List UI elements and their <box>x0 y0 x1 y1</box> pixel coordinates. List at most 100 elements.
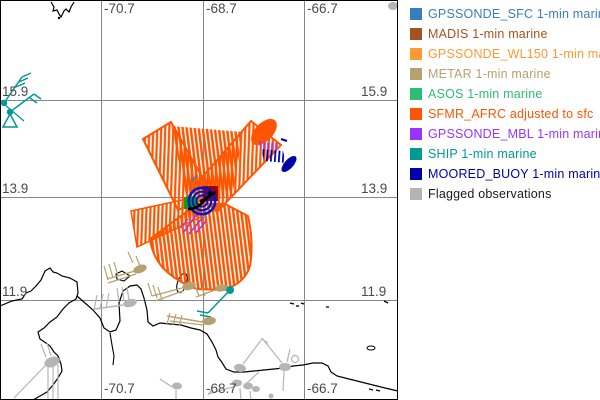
ship-triangle-marker <box>1 112 19 128</box>
lat-label-right: 11.9 <box>361 284 386 299</box>
flagged-barb <box>239 387 242 400</box>
hurricane-symbol-ring <box>191 190 213 212</box>
ship-barb <box>29 97 38 104</box>
metar-station-marker <box>202 316 216 326</box>
legend-swatch <box>410 168 422 180</box>
metar-station-marker <box>182 281 196 291</box>
mbl-barb <box>195 220 207 234</box>
coastline-island-nw <box>50 1 75 19</box>
legend-row: ASOS 1-min marine <box>398 84 600 104</box>
mbl-barb <box>188 216 204 235</box>
ship-barb <box>18 77 29 83</box>
flagged-barb <box>282 370 285 392</box>
metar-barb <box>172 313 177 326</box>
island-la-orchila <box>366 345 376 351</box>
lat-label-right: 13.9 <box>361 181 387 196</box>
flagged-station-marker <box>279 363 291 371</box>
islet <box>375 389 381 392</box>
metar-barb <box>152 284 158 299</box>
ship-barb <box>33 93 42 100</box>
flagged-barb <box>249 390 252 400</box>
flagged-barb <box>13 365 46 399</box>
metar-barb <box>147 282 153 297</box>
lat-label-left: 13.9 <box>2 181 28 196</box>
flagged-barb <box>116 287 120 303</box>
metar-barb <box>106 270 136 280</box>
metar-station-marker <box>133 264 147 274</box>
island-aruba <box>115 270 131 282</box>
metar-barb <box>195 287 200 297</box>
ship-barb <box>21 72 32 78</box>
flagged-station-marker <box>172 382 182 390</box>
lat-label-right: 15.9 <box>361 84 387 99</box>
metar-barb <box>166 315 203 323</box>
metar-barb <box>154 290 184 302</box>
legend-label: ASOS 1-min marine <box>428 87 543 101</box>
flagged-station-marker <box>388 2 398 10</box>
legend-swatch <box>410 128 422 140</box>
legend-swatch <box>410 88 422 100</box>
metar-barb <box>103 265 109 281</box>
lon-label-bottom: -70.7 <box>104 381 135 396</box>
legend-label: MADIS 1-min marine <box>428 27 548 41</box>
legend-label: GPSSONDE_WL150 1-min marine <box>428 47 600 61</box>
legend-row: MOORED_BUOY 1-min marine <box>398 164 600 184</box>
flagged-station-marker <box>44 356 60 368</box>
legend-label: METAR 1-min marine <box>428 67 551 81</box>
flagged-station-marker <box>234 363 246 373</box>
flagged-barb <box>93 294 98 311</box>
legend-swatch <box>410 68 422 80</box>
lat-label-left: 15.9 <box>2 84 28 99</box>
legend-row: GPSSONDE_SFC 1-min marine <box>398 4 600 24</box>
legend-row: METAR 1-min marine <box>398 64 600 84</box>
islet <box>383 300 389 304</box>
metar-barb <box>108 263 114 279</box>
map-canvas[interactable]: -70.7 -68.7 -66.7 -70.7 -68.7 -66.7 15.9… <box>0 0 398 400</box>
flagged-dot <box>268 393 274 399</box>
sfc-barb <box>190 174 198 183</box>
buoy-dash <box>280 138 288 142</box>
flagged-barb <box>207 385 237 395</box>
flagged-station-marker <box>123 298 137 308</box>
mbl-barb <box>179 218 189 229</box>
buoy-barb-patch <box>261 149 286 163</box>
islet <box>300 302 305 305</box>
metar-barb <box>178 314 183 327</box>
axis-label-layer: -70.7 -68.7 -66.7 -70.7 -68.7 -66.7 15.9… <box>2 1 387 396</box>
legend-swatch <box>410 188 422 200</box>
hurricane-symbol-ring <box>187 186 217 216</box>
legend-swatch <box>410 148 422 160</box>
observation-layer <box>0 1 398 400</box>
flagged-barb <box>126 286 130 301</box>
legend-swatch <box>410 108 422 120</box>
flagged-barb <box>242 338 263 365</box>
flagged-station-marker <box>252 386 260 392</box>
ship-barb <box>196 310 209 314</box>
hurricane-symbol-ring <box>195 194 209 208</box>
flagged-barb <box>46 342 52 357</box>
legend-row: SFMR_AFRC adjusted to sfc <box>398 104 600 124</box>
flagged-station-marker <box>232 379 242 387</box>
legend-label: SHIP 1-min marine <box>428 147 537 161</box>
metar-barb <box>127 251 134 264</box>
metar-barb <box>107 273 137 284</box>
legend-label: SFMR_AFRC adjusted to sfc <box>428 107 594 121</box>
legend-row: GPSSONDE_MBL 1-min marine <box>398 124 600 144</box>
flagged-station-marker <box>243 382 253 390</box>
flagged-barb <box>99 293 104 310</box>
coastline-lake-maracaibo <box>109 332 115 366</box>
metar-station-marker <box>215 284 227 292</box>
legend-row: MADIS 1-min marine <box>398 24 600 44</box>
metar-barb <box>135 255 141 267</box>
ship-barb <box>9 93 35 113</box>
islet <box>368 388 374 391</box>
coastline-guajira-peninsula <box>0 267 79 400</box>
legend-row: Flagged observations <box>398 184 600 204</box>
buoy-marker <box>281 155 297 173</box>
islet <box>289 302 295 305</box>
metar-barb <box>151 287 183 297</box>
legend-swatch <box>410 8 422 20</box>
metar-barb <box>113 261 119 277</box>
flagged-barb <box>286 348 291 363</box>
flagged-barb <box>261 337 283 364</box>
